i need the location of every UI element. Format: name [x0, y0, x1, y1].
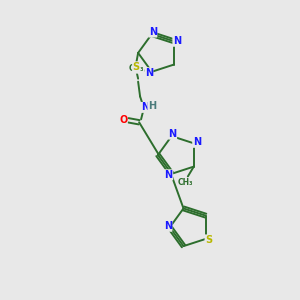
Text: O: O: [119, 115, 128, 125]
Text: S: S: [133, 62, 140, 72]
Text: N: N: [164, 221, 172, 231]
Text: N: N: [149, 27, 157, 37]
Text: S: S: [205, 235, 212, 245]
Text: N: N: [173, 36, 181, 46]
Text: H: H: [148, 101, 156, 111]
Text: CH₃: CH₃: [178, 178, 194, 187]
Text: CH₃: CH₃: [128, 64, 144, 73]
Text: N: N: [193, 137, 201, 147]
Text: N: N: [145, 68, 153, 78]
Text: N: N: [169, 129, 177, 139]
Text: N: N: [141, 102, 149, 112]
Text: N: N: [165, 170, 173, 180]
